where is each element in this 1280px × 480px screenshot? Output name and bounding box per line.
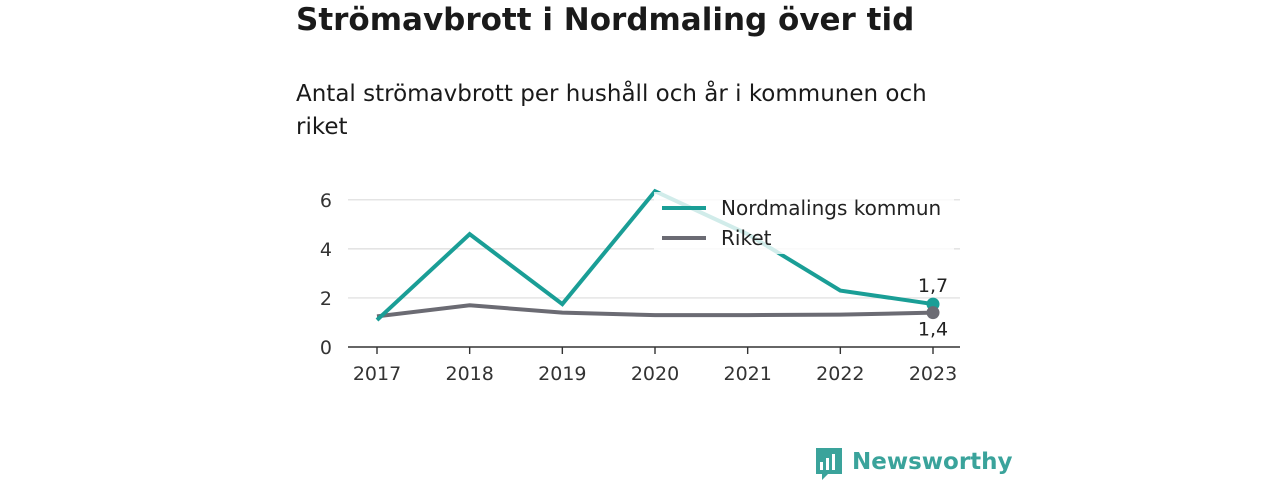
y-tick-label: 2: [320, 288, 332, 310]
x-tick-label: 2022: [816, 363, 864, 385]
end-labels: 1,7 1,4: [918, 275, 948, 341]
y-tick-label: 0: [320, 337, 332, 359]
x-tick-label: 2020: [631, 363, 679, 385]
series-line-riket: [376, 303, 934, 319]
x-tick-label: 2017: [353, 363, 401, 385]
chart-title: Strömavbrott i Nordmaling över tid: [296, 2, 915, 38]
series-lines: [375, 188, 934, 322]
newsworthy-logo: Newsworthy: [816, 448, 1013, 480]
x-tick-label: 2021: [723, 363, 771, 385]
series-line-nordmaling: [375, 188, 934, 322]
legend-label: Nordmalings kommun: [721, 196, 941, 220]
y-tick-label: 4: [320, 239, 332, 261]
legend-label: Riket: [721, 226, 772, 250]
x-tick-label: 2019: [538, 363, 586, 385]
end-point: [926, 306, 940, 320]
y-axis-ticks: 0 2 4 6: [320, 190, 332, 359]
brand-name: Newsworthy: [852, 449, 1013, 475]
legend-background: [654, 192, 954, 254]
end-value-label: 1,4: [918, 319, 948, 341]
legend: Nordmalings kommun Riket: [654, 192, 954, 254]
y-tick-label: 6: [320, 190, 332, 212]
x-tick-label: 2023: [909, 363, 957, 385]
bar-chart-speech-icon: [816, 448, 842, 480]
end-value-label: 1,7: [918, 275, 948, 297]
x-tick-label: 2018: [445, 363, 493, 385]
chart-subtitle: Antal strömavbrott per hushåll och år i …: [296, 81, 927, 140]
x-axis-ticks: 2017 2018 2019 2020 2021 2022 2023: [353, 347, 957, 385]
